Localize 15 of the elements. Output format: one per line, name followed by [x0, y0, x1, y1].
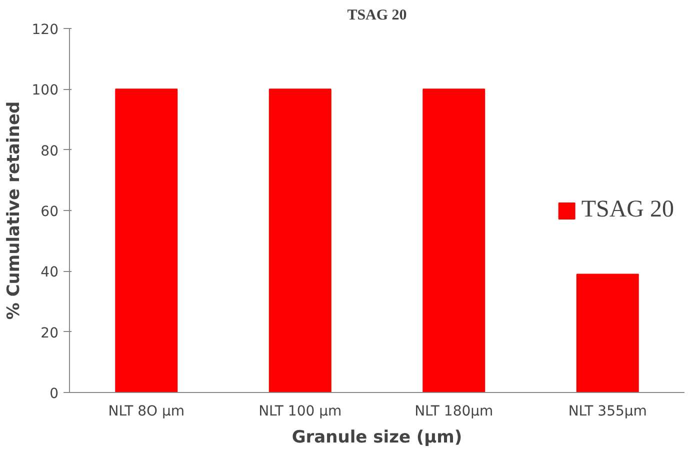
legend-label: TSAG 20 [581, 196, 674, 224]
x-tick-label: NLT 180µm [414, 404, 494, 420]
y-tick-label: 60 [40, 204, 59, 220]
x-tick-label: NLT 100 µm [258, 404, 342, 420]
chart-title: TSAG 20 [347, 8, 407, 24]
y-axis-title: % Cumulative retained [4, 101, 24, 320]
x-tick-label: NLT 355µm [568, 404, 647, 420]
y-tick-label: 40 [40, 264, 59, 281]
y-tick-label: 100 [32, 82, 59, 99]
y-tick-label: 0 [50, 386, 59, 402]
x-axis-title: Granule size (µm) [292, 428, 462, 448]
y-tick-label: 80 [40, 143, 59, 160]
y-tick-label: 120 [32, 22, 59, 38]
y-tick-label: 20 [40, 325, 59, 342]
x-tick-label: NLT 8O µm [108, 404, 185, 420]
